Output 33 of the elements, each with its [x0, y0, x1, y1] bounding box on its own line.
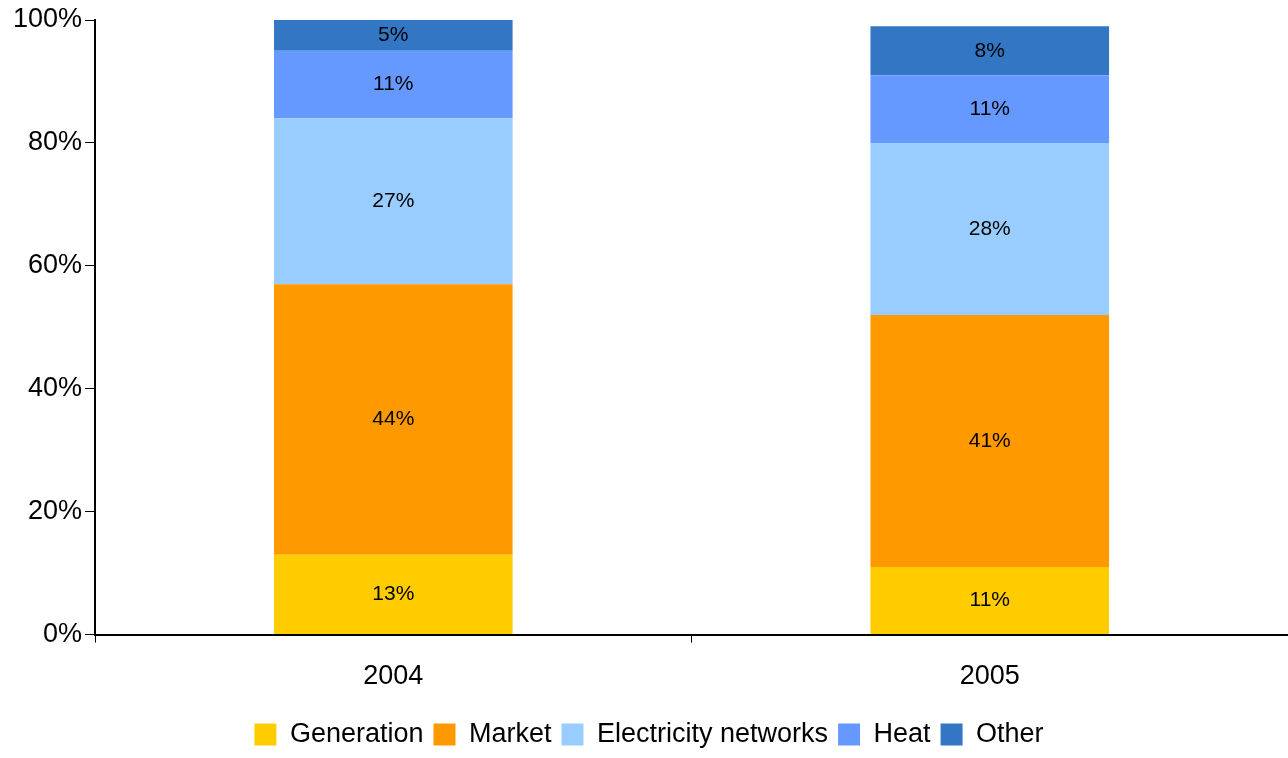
bar — [870, 315, 1110, 567]
bar — [870, 26, 1110, 76]
legend-label: Other — [976, 717, 1044, 748]
y-tick-label: 80% — [28, 126, 83, 157]
y-tick-label: 40% — [28, 372, 83, 403]
x-tick-label: 2005 — [959, 660, 1020, 691]
bar — [274, 554, 513, 635]
bar — [274, 118, 513, 285]
x-tick-label: 2004 — [363, 660, 424, 691]
data-label: 11% — [969, 587, 1011, 611]
y-tick-label: 20% — [28, 495, 83, 526]
legend-label: Electricity networks — [597, 717, 829, 748]
y-tick-label: 0% — [43, 618, 83, 649]
bar — [274, 20, 513, 51]
legend-label: Generation — [289, 717, 424, 748]
bar — [274, 284, 513, 555]
data-label: 11% — [969, 95, 1011, 119]
data-label: 41% — [968, 427, 1011, 451]
y-tick-label: 60% — [28, 249, 83, 280]
data-label: 28% — [968, 215, 1011, 239]
legend-label: Heat — [873, 717, 932, 748]
bar — [870, 75, 1110, 143]
data-label: 8% — [974, 37, 1005, 61]
bar — [870, 142, 1110, 316]
data-label: 27% — [372, 188, 415, 212]
data-label: 44% — [372, 406, 415, 430]
data-label: 5% — [378, 22, 409, 46]
bar — [274, 50, 513, 119]
data-label: 11% — [373, 71, 414, 95]
legend-label: Market — [468, 717, 552, 748]
bar — [870, 566, 1110, 635]
data-label: 13% — [372, 581, 415, 605]
y-tick-label: 100% — [12, 3, 83, 34]
